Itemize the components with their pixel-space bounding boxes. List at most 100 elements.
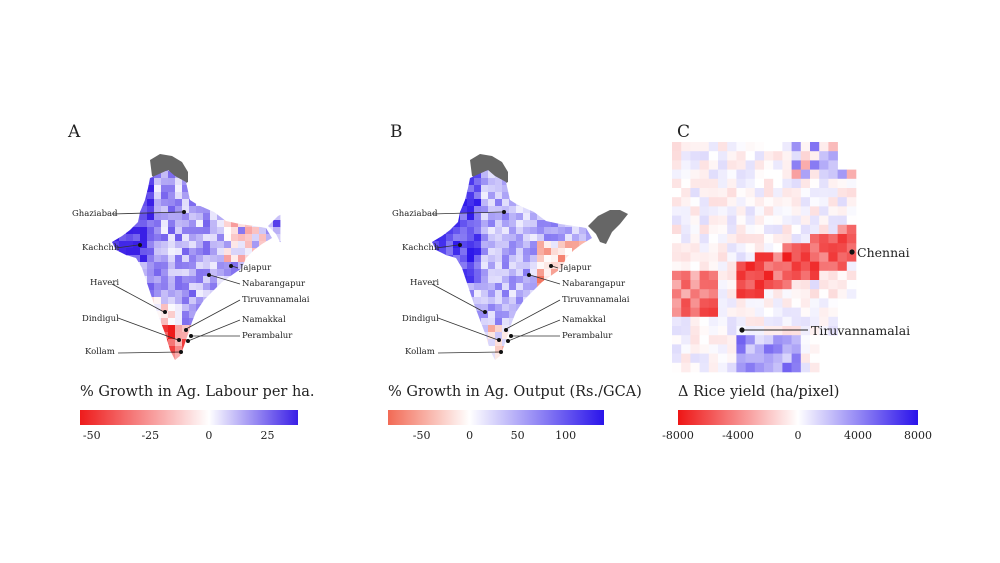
district-cell — [495, 262, 503, 270]
district-cell — [210, 170, 218, 172]
raster-cell — [736, 335, 746, 345]
district-cell — [273, 192, 280, 199]
district-cell — [245, 178, 252, 185]
raster-cell — [727, 215, 737, 226]
district-cell — [133, 192, 141, 200]
district-cell — [196, 255, 204, 263]
district-cell — [175, 206, 183, 214]
district-cell — [182, 262, 190, 270]
district-cell — [112, 170, 113, 172]
raster-cell — [727, 243, 737, 253]
district-cell — [488, 325, 496, 333]
district-cell — [586, 170, 592, 172]
district-cell — [196, 150, 203, 157]
district-cell — [210, 227, 218, 235]
district-cell — [523, 360, 530, 367]
district-cell — [147, 262, 155, 270]
district-cell — [252, 353, 260, 360]
raster-cell — [754, 326, 765, 336]
district-cell — [140, 276, 148, 284]
raster-cell — [773, 307, 783, 318]
district-cell — [572, 241, 580, 249]
raster-cell — [837, 169, 848, 180]
district-cell — [516, 227, 524, 235]
district-cell — [273, 164, 280, 171]
district-cell — [112, 164, 119, 171]
district-cell — [126, 206, 134, 214]
raster-cell — [754, 206, 765, 216]
district-cell — [502, 248, 510, 256]
district-cell — [189, 185, 197, 193]
district-cell — [432, 234, 433, 242]
district-label: Haveri — [410, 278, 439, 288]
colorbar-tick-label: 0 — [466, 429, 474, 442]
district-cell — [168, 269, 176, 277]
raster-cell — [800, 353, 811, 364]
district-cell — [537, 255, 545, 263]
district-cell — [231, 199, 238, 206]
district-cell — [147, 241, 155, 249]
district-cell — [175, 269, 183, 277]
district-cell — [551, 283, 559, 291]
district-cell — [189, 346, 196, 353]
district-cell — [224, 170, 232, 172]
district-cell — [175, 283, 183, 291]
district-cell — [259, 157, 266, 164]
district-cell — [259, 199, 267, 207]
district-cell — [140, 311, 148, 319]
district-cell — [154, 262, 162, 270]
district-cell — [175, 213, 183, 221]
district-cell — [126, 185, 133, 192]
district-cell — [133, 339, 140, 346]
district-cell — [537, 241, 545, 249]
district-cell — [161, 234, 169, 242]
district-cell — [119, 283, 126, 290]
raster-cell — [800, 298, 811, 308]
district-cell — [509, 199, 517, 207]
district-cell — [446, 353, 454, 360]
district-cell — [105, 325, 112, 332]
district-cell — [147, 360, 154, 367]
district-cell — [161, 262, 169, 270]
district-cell — [210, 157, 217, 164]
district-cell — [453, 304, 461, 312]
district-cell — [495, 241, 503, 249]
district-cell — [112, 332, 120, 340]
district-cell — [432, 185, 433, 193]
district-cell — [565, 150, 572, 157]
district-cell — [119, 171, 127, 179]
tiruvannamalai-marker — [739, 327, 745, 333]
district-label: Ghaziabad — [72, 209, 118, 219]
district-cell — [126, 332, 133, 339]
district-cell — [133, 178, 141, 186]
district-cell — [516, 346, 524, 354]
district-cell — [126, 360, 133, 367]
district-cell — [154, 283, 162, 291]
district-cell — [523, 297, 531, 305]
raster-cell — [672, 289, 682, 299]
district-cell — [182, 234, 190, 242]
district-cell — [593, 164, 600, 171]
district-cell — [266, 178, 272, 186]
raster-cell — [690, 243, 700, 253]
district-cell — [175, 227, 183, 235]
district-cell — [189, 248, 197, 256]
district-label: Perambalur — [242, 331, 293, 341]
district-cell — [446, 199, 454, 207]
district-cell — [446, 255, 454, 263]
district-cell — [245, 150, 252, 157]
district-cell — [453, 234, 461, 242]
district-cell — [460, 213, 468, 221]
district-cell — [502, 220, 510, 228]
district-cell — [252, 199, 260, 207]
district-cell — [453, 276, 461, 284]
district-cell — [273, 360, 280, 367]
district-label: Namakkal — [242, 315, 286, 325]
district-cell — [119, 262, 126, 269]
raster-cell — [764, 178, 774, 189]
raster-cell — [764, 243, 774, 253]
district-cell — [523, 178, 531, 186]
district-cell — [210, 318, 218, 326]
district-cell — [175, 311, 183, 319]
raster-cell — [708, 298, 719, 308]
